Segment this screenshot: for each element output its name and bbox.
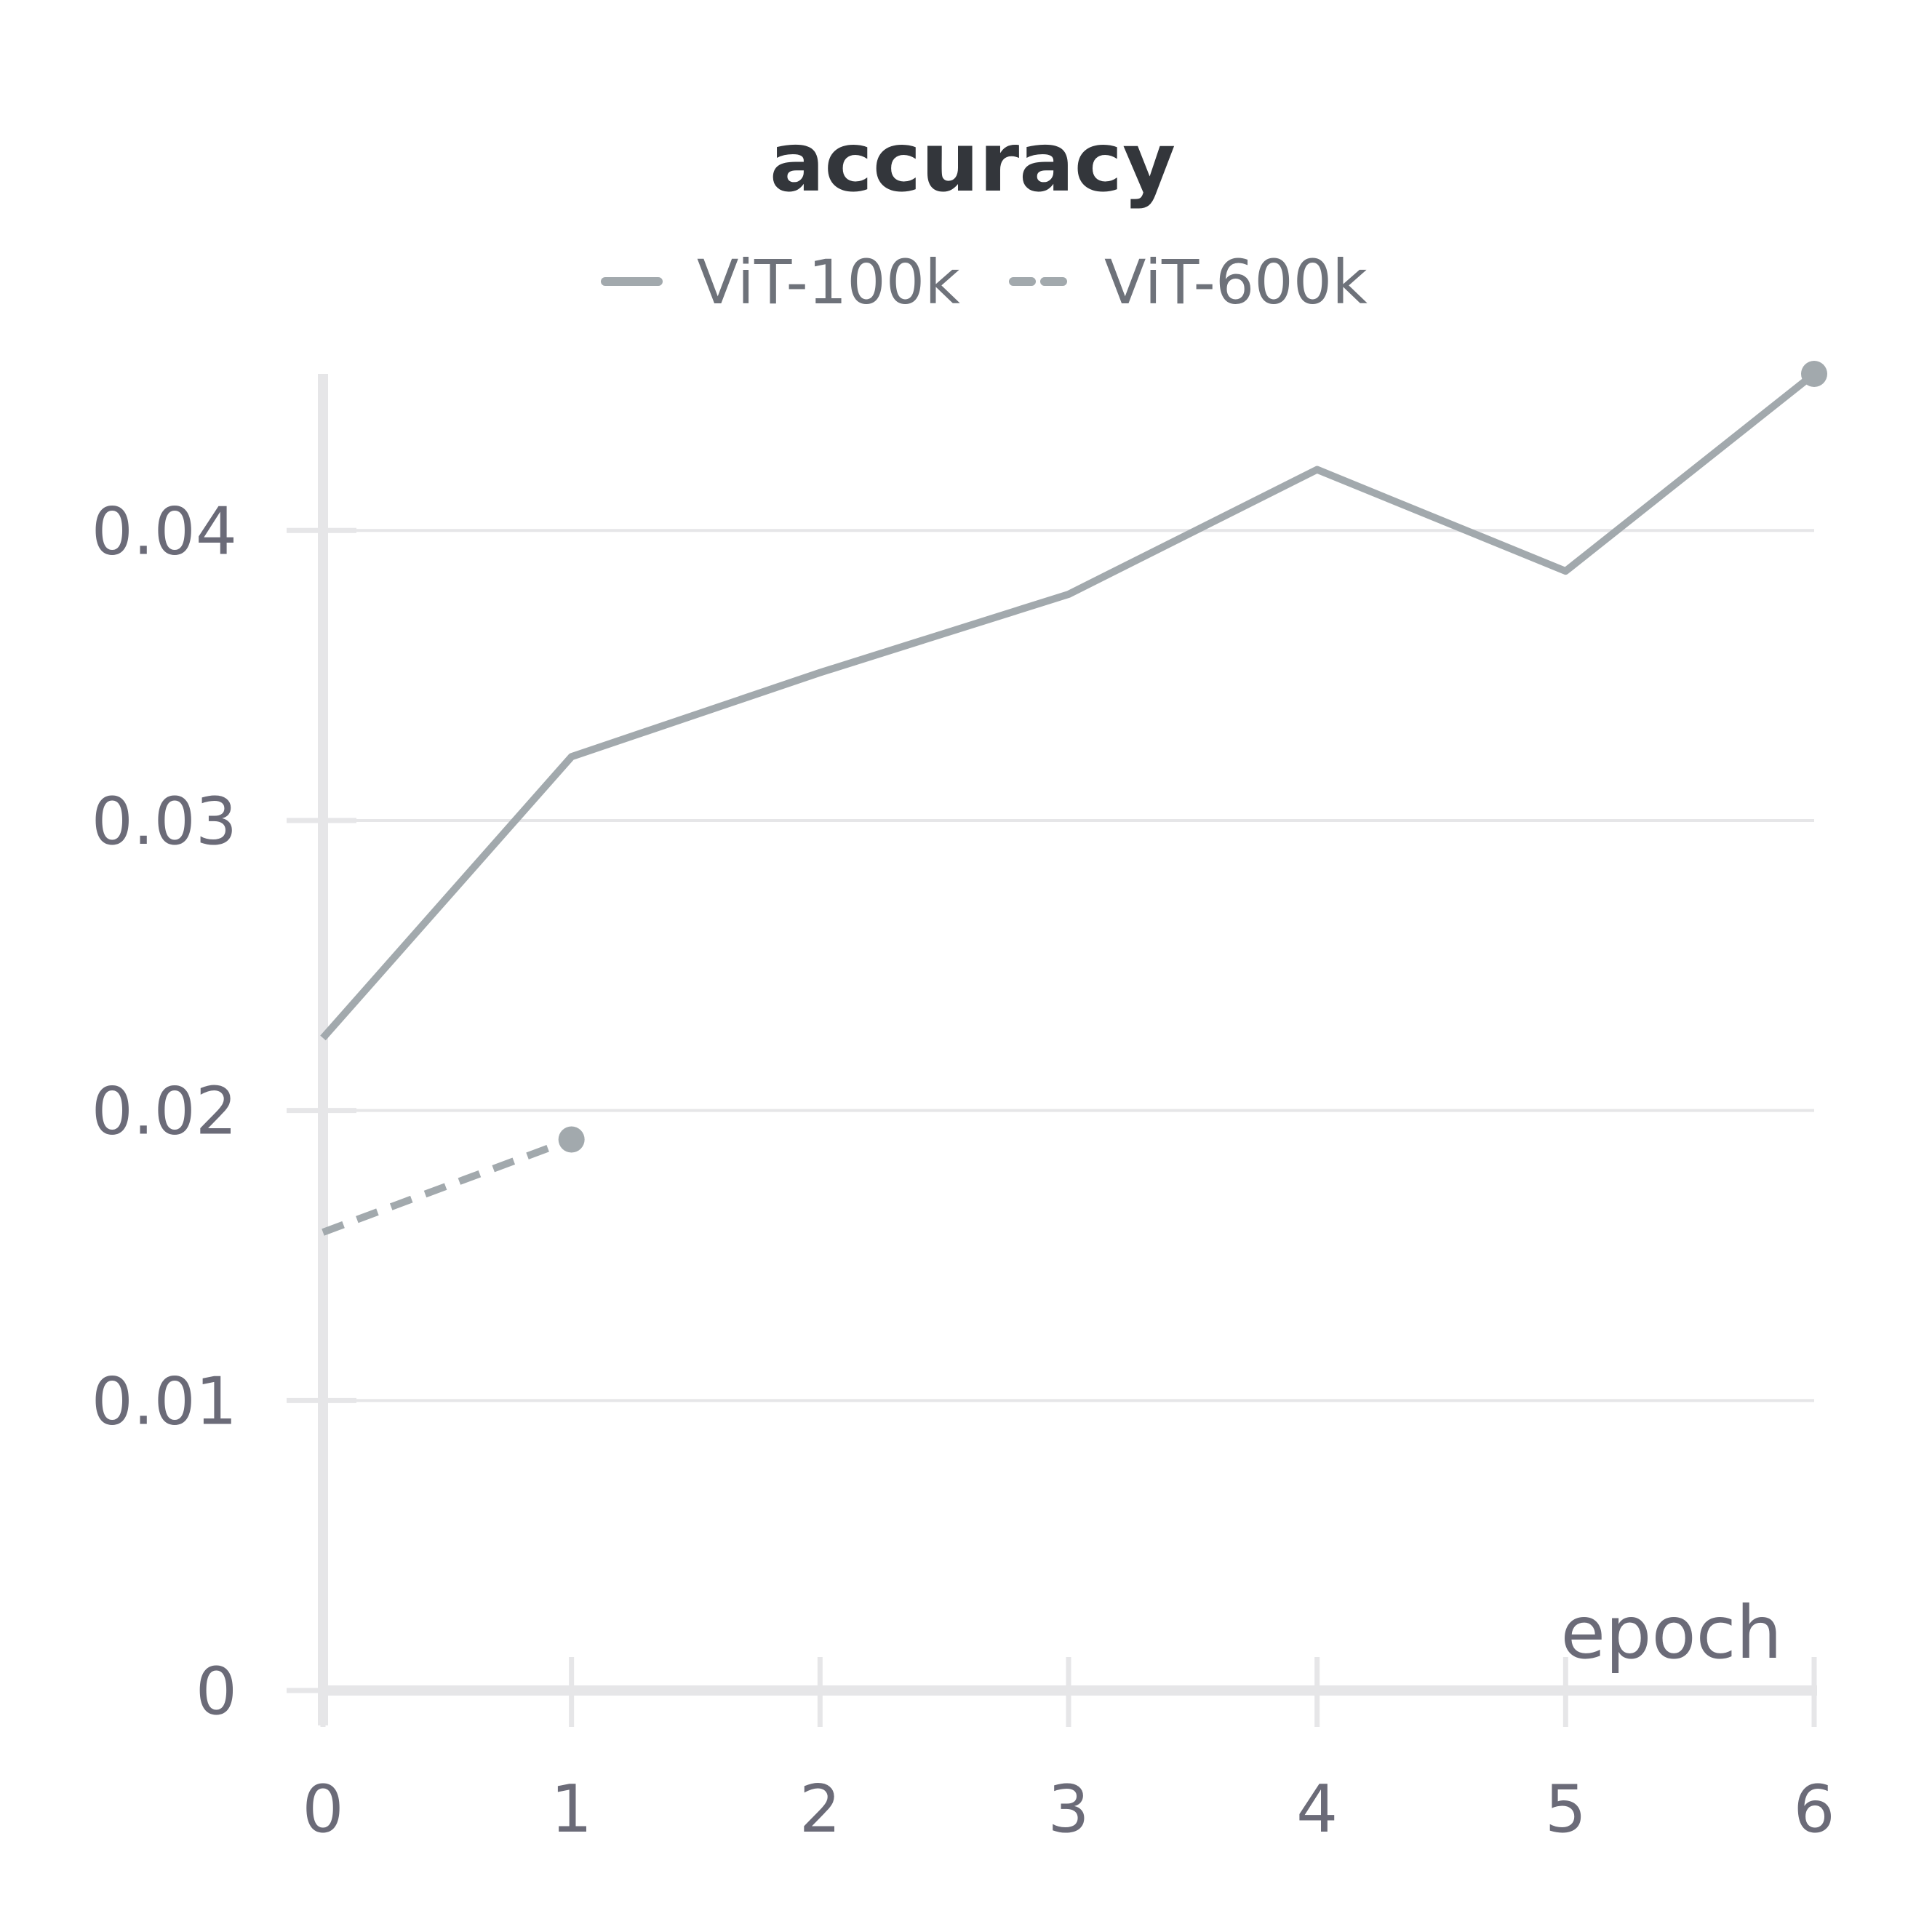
y-tick-label: 0 [196, 1653, 237, 1730]
x-tick-label: 5 [1545, 1771, 1586, 1848]
tick-labels: 0 0.01 0.02 0.03 0.04 0 1 2 3 4 5 6 [92, 493, 1835, 1848]
series-line-vit-600k [322, 1135, 573, 1236]
series-end-point-vit-100k [1801, 361, 1827, 387]
chart-title: accuracy [770, 116, 1175, 210]
x-tick-label: 3 [1047, 1771, 1089, 1848]
y-tick-label: 0.04 [92, 493, 237, 570]
x-tick-label: 6 [1793, 1771, 1835, 1848]
y-tick-label: 0.03 [92, 783, 237, 860]
axes [287, 374, 1817, 1727]
series-lines [320, 361, 1827, 1236]
x-tick-label: 4 [1296, 1771, 1338, 1848]
y-tick-label: 0.01 [92, 1363, 237, 1440]
legend-label-vit-100k: ViT-100k [697, 247, 960, 318]
x-tick-label: 1 [551, 1771, 592, 1848]
x-tick-label: 0 [302, 1771, 343, 1848]
grid-lines [323, 529, 1814, 1402]
legend: ViT-100k ViT-600k [601, 247, 1368, 318]
x-axis-label: epoch [1560, 1590, 1782, 1675]
legend-label-vit-600k: ViT-600k [1104, 247, 1368, 318]
y-tick-label: 0.02 [92, 1074, 237, 1150]
x-tick-label: 2 [799, 1771, 841, 1848]
series-end-point-vit-600k [558, 1126, 585, 1153]
series-line-vit-100k [320, 371, 1817, 1041]
